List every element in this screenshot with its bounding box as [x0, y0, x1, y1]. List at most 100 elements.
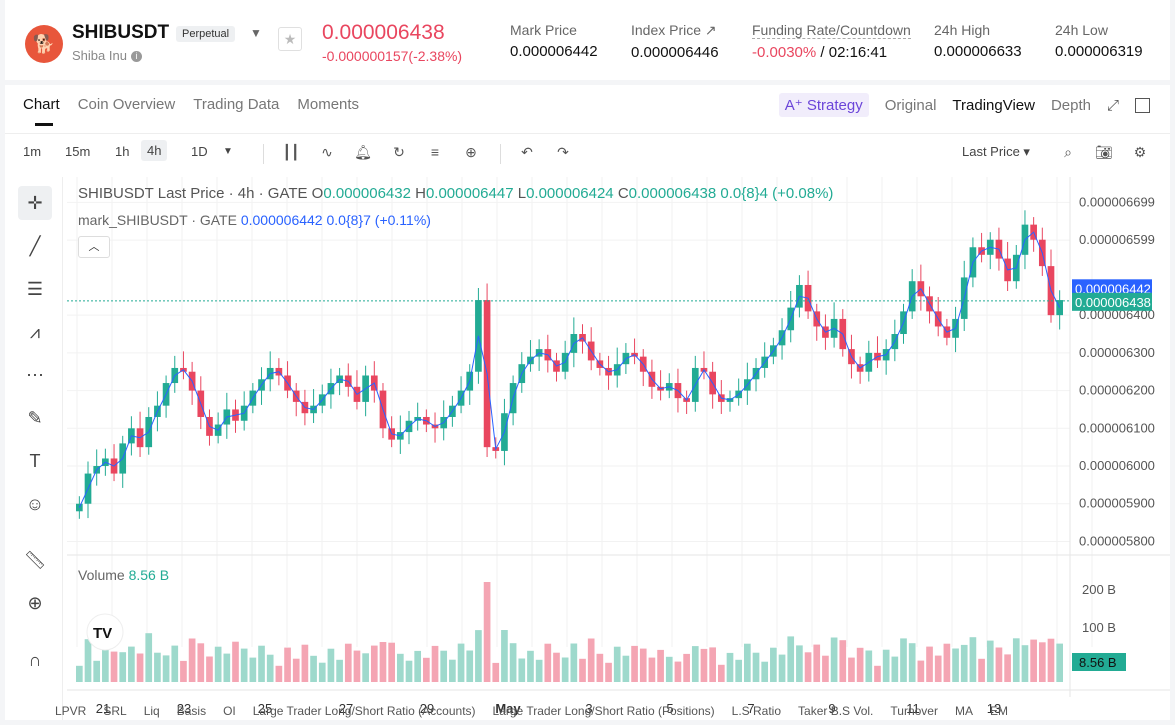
tab-chart[interactable]: Chart: [23, 96, 60, 126]
stat-value: 0.000006319: [1055, 43, 1143, 60]
favorite-star-icon[interactable]: ★: [278, 27, 302, 51]
candle-type-icon[interactable]: ┃┃: [282, 144, 300, 160]
volume-bar: [865, 650, 873, 682]
price-tick-label: 0.000005800: [1079, 533, 1155, 548]
time-tick-label: 27: [339, 701, 353, 716]
indicator-tab[interactable]: Basis: [176, 704, 207, 718]
undo-icon[interactable]: ↶: [521, 144, 533, 160]
zoom-in-icon[interactable]: ⊕: [27, 593, 43, 613]
coin-name: Shiba Inu i: [72, 48, 142, 63]
volume-bar: [240, 648, 248, 682]
volume-value: 8.56 B: [128, 567, 170, 583]
info-icon[interactable]: i: [130, 51, 142, 63]
window-icon[interactable]: [1135, 97, 1150, 113]
timeframe-1m[interactable]: 1m: [23, 144, 42, 159]
volume-bar: [258, 645, 265, 682]
chart-toolbar: 1m 15m 1h 4h 1D ▼ ┃┃ ∿ 🔔︎ ↻ ≡ ⊕ ↶ ↷ Last…: [5, 134, 1170, 174]
pattern-icon[interactable]: ⩘: [29, 322, 41, 342]
text-icon[interactable]: T: [29, 451, 41, 471]
price-tick-label: 0.000006699: [1079, 194, 1155, 209]
tab-tradingview[interactable]: TradingView: [952, 96, 1035, 114]
volume-bar: [726, 652, 734, 682]
ruler-icon[interactable]: 📏︎: [23, 550, 47, 570]
tradingview-logo-icon: [86, 613, 124, 651]
indicator-tab[interactable]: Large Trader Long/Short Ratio (Accounts): [252, 704, 476, 718]
volume-bar: [822, 655, 829, 682]
volume-bar: [466, 650, 474, 682]
volume-bar: [275, 665, 283, 682]
chart-canvas[interactable]: 0.0000066990.0000065990.0000064000.00000…: [67, 177, 1170, 720]
indicator-tab[interactable]: MA: [954, 704, 973, 718]
time-tick-label: 25: [258, 701, 272, 716]
volume-bar: [119, 652, 127, 682]
price-chart[interactable]: 0.000006699 0.000006599 0.000006400 0.00000…: [67, 177, 1170, 720]
indicator-tab[interactable]: OI: [223, 704, 236, 718]
tab-depth[interactable]: Depth: [1050, 96, 1091, 114]
price-source-select[interactable]: Last Price ▾: [962, 144, 1030, 159]
indicator-tab[interactable]: Taker B.S Vol.: [798, 704, 874, 718]
search-icon[interactable]: ⌕: [1064, 144, 1072, 160]
magnet-icon[interactable]: ∩: [28, 650, 42, 670]
tab-original[interactable]: Original: [884, 96, 937, 114]
volume-bar: [145, 633, 153, 682]
volume-bar: [405, 660, 413, 682]
horizontal-lines-icon[interactable]: ☰: [26, 279, 44, 299]
volume-bar: [379, 642, 387, 682]
indicators-icon[interactable]: ∿: [321, 144, 333, 160]
chevron-down-icon[interactable]: ▼: [223, 146, 233, 157]
templates-icon[interactable]: ≡: [430, 144, 440, 160]
indicator-tab[interactable]: Large Trader Long/Short Ratio (Positions…: [492, 704, 715, 718]
indicator-tab[interactable]: Turnover: [890, 704, 938, 718]
volume-tick-label: 200 B: [1082, 582, 1116, 597]
volume-bar: [1030, 639, 1037, 682]
brush-icon[interactable]: ✎: [27, 408, 43, 428]
indicator-tab[interactable]: Liq: [143, 704, 160, 718]
indicator-tab[interactable]: L.S Ratio: [731, 704, 782, 718]
volume-badge: [1072, 653, 1126, 671]
trend-line-icon[interactable]: ╱: [29, 236, 41, 256]
timeframe-15m[interactable]: 15m: [65, 144, 91, 159]
alert-icon[interactable]: 🔔︎: [354, 144, 372, 160]
tab-coin-overview[interactable]: Coin Overview: [77, 96, 176, 113]
chevron-down-icon[interactable]: ▼: [250, 26, 262, 40]
volume-bar: [561, 657, 569, 682]
legend-close: 0.000006438: [628, 185, 717, 202]
fib-icon[interactable]: ⋯: [26, 365, 44, 385]
indicator-tab[interactable]: SRL: [103, 704, 127, 718]
volume-bar: [336, 659, 343, 682]
stat-index-price[interactable]: Index Price ↗ 0.000006446: [631, 22, 719, 61]
volume-bar: [674, 661, 682, 682]
indicator-tab[interactable]: EM: [989, 704, 1008, 718]
volume-bar: [752, 652, 760, 682]
indicator-tab[interactable]: LPVR: [55, 704, 87, 718]
tab-trading-data[interactable]: Trading Data: [193, 96, 280, 113]
chart-tabs: Chart Coin Overview Trading Data Moments: [23, 96, 360, 126]
gear-icon[interactable]: ⚙: [1133, 144, 1147, 160]
volume-bar: [553, 652, 560, 682]
volume-bar: [761, 661, 769, 682]
last-price-badge-label: 0.000006438: [1075, 295, 1151, 310]
volume-bar: [735, 659, 743, 682]
volume-bar: [301, 644, 309, 682]
stat-funding-rate[interactable]: Funding Rate/Countdown -0.0030% / 02:16:…: [752, 22, 911, 61]
legend-high: 0.000006447: [425, 185, 514, 202]
strategy-button[interactable]: A⁺ Strategy: [778, 93, 869, 117]
legend-open: 0.000006432: [323, 185, 411, 202]
replay-icon[interactable]: ↻: [393, 144, 405, 160]
emoji-icon[interactable]: ☺: [25, 494, 45, 514]
expand-icon[interactable]: ⤢: [1106, 96, 1119, 114]
volume-bar: [327, 648, 335, 682]
candle-body: [1056, 300, 1063, 316]
camera-icon[interactable]: 📷︎: [1095, 144, 1113, 160]
volume-bar: [388, 642, 395, 682]
timeframe-4h[interactable]: 4h: [141, 140, 168, 161]
crosshair-icon[interactable]: ✛: [18, 186, 52, 220]
volume-bar: [362, 653, 369, 682]
timeframe-1d[interactable]: 1D: [191, 144, 208, 159]
timeframe-1h[interactable]: 1h: [115, 144, 130, 159]
add-icon[interactable]: ⊕: [465, 144, 477, 160]
collapse-legend-button[interactable]: ︿: [78, 236, 110, 258]
redo-icon[interactable]: ↷: [557, 144, 569, 160]
pair-name[interactable]: SHIBUSDT: [72, 22, 170, 43]
tab-moments[interactable]: Moments: [297, 96, 360, 113]
